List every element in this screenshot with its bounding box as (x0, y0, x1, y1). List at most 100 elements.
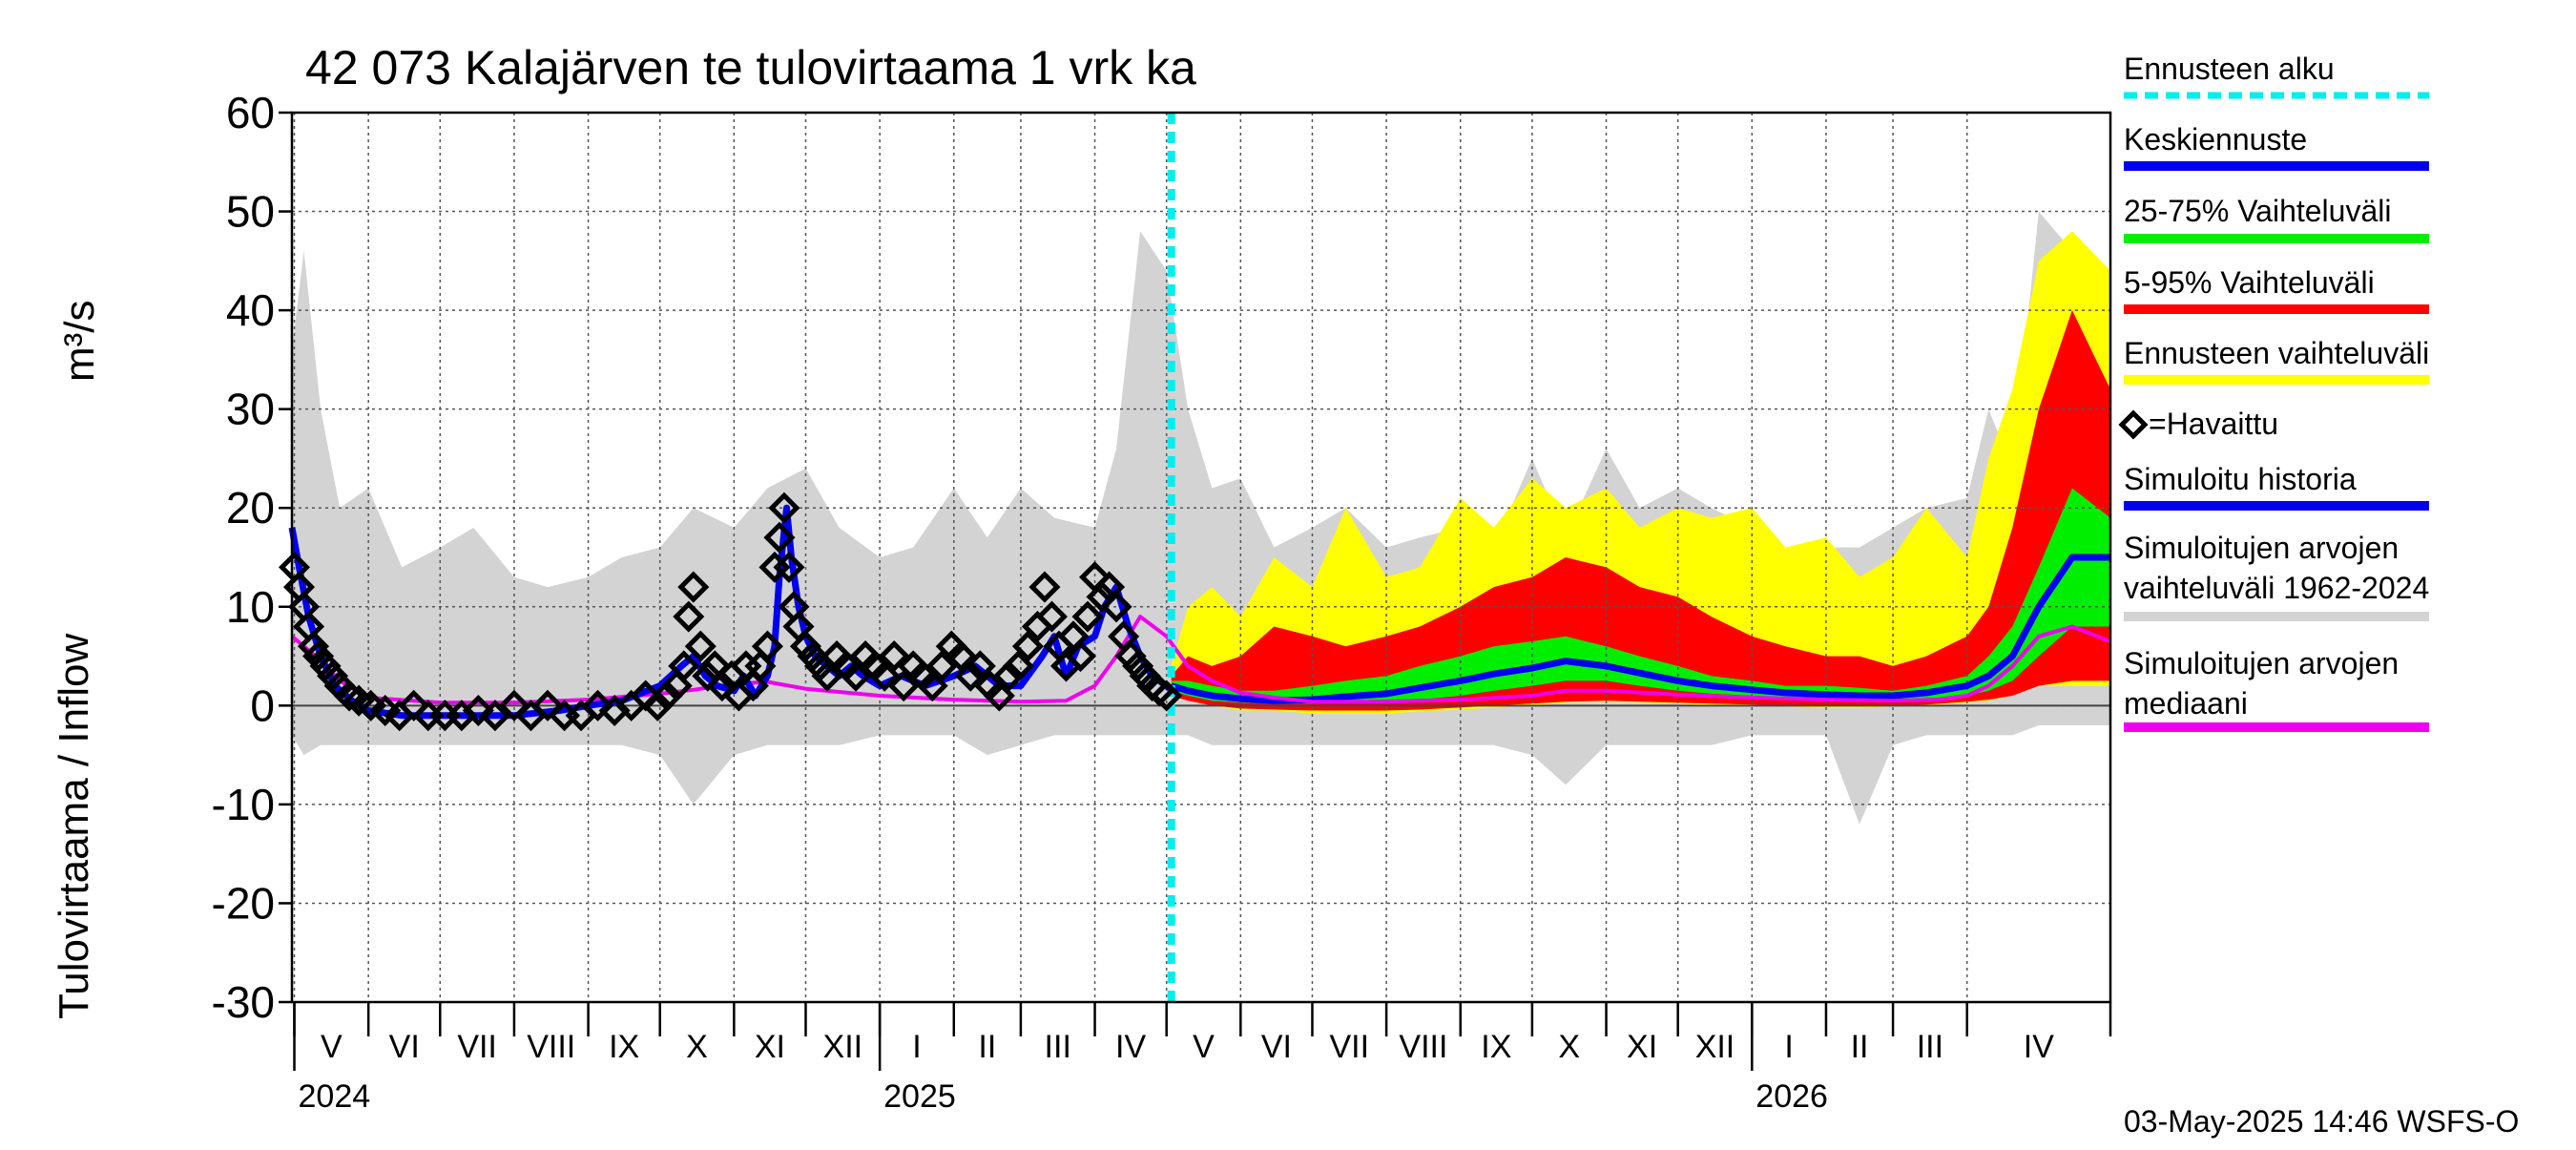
observed-point (498, 689, 530, 721)
observed-point (925, 650, 958, 682)
x-month-label: XI (1627, 1029, 1657, 1065)
observed-point (1002, 650, 1034, 682)
x-month-label: X (1558, 1029, 1580, 1065)
x-month-label: VII (457, 1029, 497, 1065)
observed-point (1064, 640, 1097, 673)
x-month-label: II (1851, 1029, 1869, 1065)
series-0-band (292, 211, 2110, 825)
x-month-label: I (912, 1029, 921, 1065)
x-month-label: III (1045, 1029, 1071, 1065)
legend-label: Simuloitu historia (2124, 462, 2357, 496)
y-tick-label: 60 (226, 88, 275, 137)
plot-frame (290, 111, 2112, 1004)
legend: Ennusteen alku Keskiennuste 25-75% Vaihtel… (2118, 52, 2429, 732)
observed-point (668, 650, 700, 682)
series-1-band (1171, 231, 2110, 714)
legend-label-line2: mediaani (2124, 686, 2248, 721)
y-tick-label: 20 (226, 483, 275, 533)
observed-point (744, 650, 777, 682)
observed-point (992, 659, 1025, 692)
x-month-label: I (1784, 1029, 1793, 1065)
x-month-label: VIII (527, 1029, 575, 1065)
legend-label: Ennusteen vaihteluväli (2124, 336, 2429, 370)
observed-point (660, 670, 693, 702)
observed-point (964, 650, 996, 682)
observed-point (1028, 571, 1061, 603)
y-tick-label: 10 (226, 582, 275, 632)
x-month-label: IX (609, 1029, 639, 1065)
y-tick-label: 30 (226, 385, 275, 434)
observed-point (773, 551, 805, 583)
x-month-label: VI (1261, 1029, 1292, 1065)
observed-point (1100, 591, 1132, 623)
x-month-label: V (1193, 1029, 1215, 1065)
y-axis-label: Tulovirtaama / Inflow (51, 633, 97, 1019)
y-tick-label: 50 (226, 187, 275, 237)
x-month-label: XII (823, 1029, 863, 1065)
legend-label: Keskiennuste (2124, 122, 2307, 157)
observed-point (651, 680, 683, 712)
x-month-label: VI (389, 1029, 420, 1065)
observed-point (1151, 680, 1183, 712)
y-tick-label: -30 (212, 977, 275, 1027)
observed-point (479, 700, 511, 732)
x-year-label: 2026 (1755, 1078, 1828, 1115)
chart-title: 42 073 Kalajärven te tulovirtaama 1 vrk … (305, 41, 1196, 94)
legend-label-line2: vaihteluväli 1962-2024 (2124, 571, 2429, 605)
observed-point (692, 659, 724, 692)
observed-point (737, 670, 769, 702)
footer-timestamp: 03-May-2025 14:46 WSFS-O (2124, 1104, 2519, 1139)
grid-layer (292, 112, 2110, 1003)
x-year-label: 2025 (883, 1078, 956, 1115)
observed-point (878, 640, 910, 673)
observed-point (1035, 600, 1068, 633)
legend-label: Ennusteen alku (2124, 52, 2335, 86)
observed-point (398, 689, 430, 721)
observed-point (677, 571, 710, 603)
observed-point (945, 640, 977, 673)
observed-point (1011, 630, 1044, 662)
bands-layer (292, 211, 2110, 825)
legend-label: =Havaittu (2149, 407, 2278, 441)
observed-point (763, 521, 796, 554)
observed-point (811, 659, 843, 692)
x-month-label: II (978, 1029, 996, 1065)
observed-point (531, 689, 564, 721)
observed-point (868, 659, 901, 692)
y-tick-label: 40 (226, 285, 275, 335)
observed-point (673, 600, 705, 633)
legend-label: 25-75% Vaihteluväli (2124, 194, 2391, 228)
observed-point (768, 491, 800, 524)
observed-point (1071, 600, 1104, 633)
observed-point (462, 694, 494, 727)
x-month-label: XII (1695, 1029, 1735, 1065)
x-month-label: VII (1329, 1029, 1369, 1065)
x-month-label: XI (755, 1029, 785, 1065)
x-month-label: V (321, 1029, 343, 1065)
legend-label: 5-95% Vaihteluväli (2124, 265, 2375, 300)
x-month-label: IV (2024, 1029, 2054, 1065)
x-month-label: X (686, 1029, 708, 1065)
observed-point (582, 689, 614, 721)
observed-point (1086, 580, 1118, 613)
x-year-label: 2024 (299, 1078, 371, 1115)
observed-point (916, 670, 948, 702)
y-tick-label: -20 (212, 878, 275, 928)
observed-point (751, 630, 783, 662)
y-tick-label: -10 (212, 780, 275, 829)
x-month-label: III (1917, 1029, 1943, 1065)
legend-label: Simuloitujen arvojen (2124, 646, 2399, 680)
observed-point (684, 630, 717, 662)
legend-marker (2118, 409, 2149, 440)
observed-point (983, 680, 1015, 712)
observed-point (641, 689, 674, 721)
observed-point (887, 670, 920, 702)
observed-point (840, 659, 872, 692)
y-tick-label: 0 (250, 680, 275, 730)
observed-point (298, 630, 330, 662)
y-axis-unit: m³/s (56, 300, 103, 382)
series-3-band (1171, 488, 2110, 704)
